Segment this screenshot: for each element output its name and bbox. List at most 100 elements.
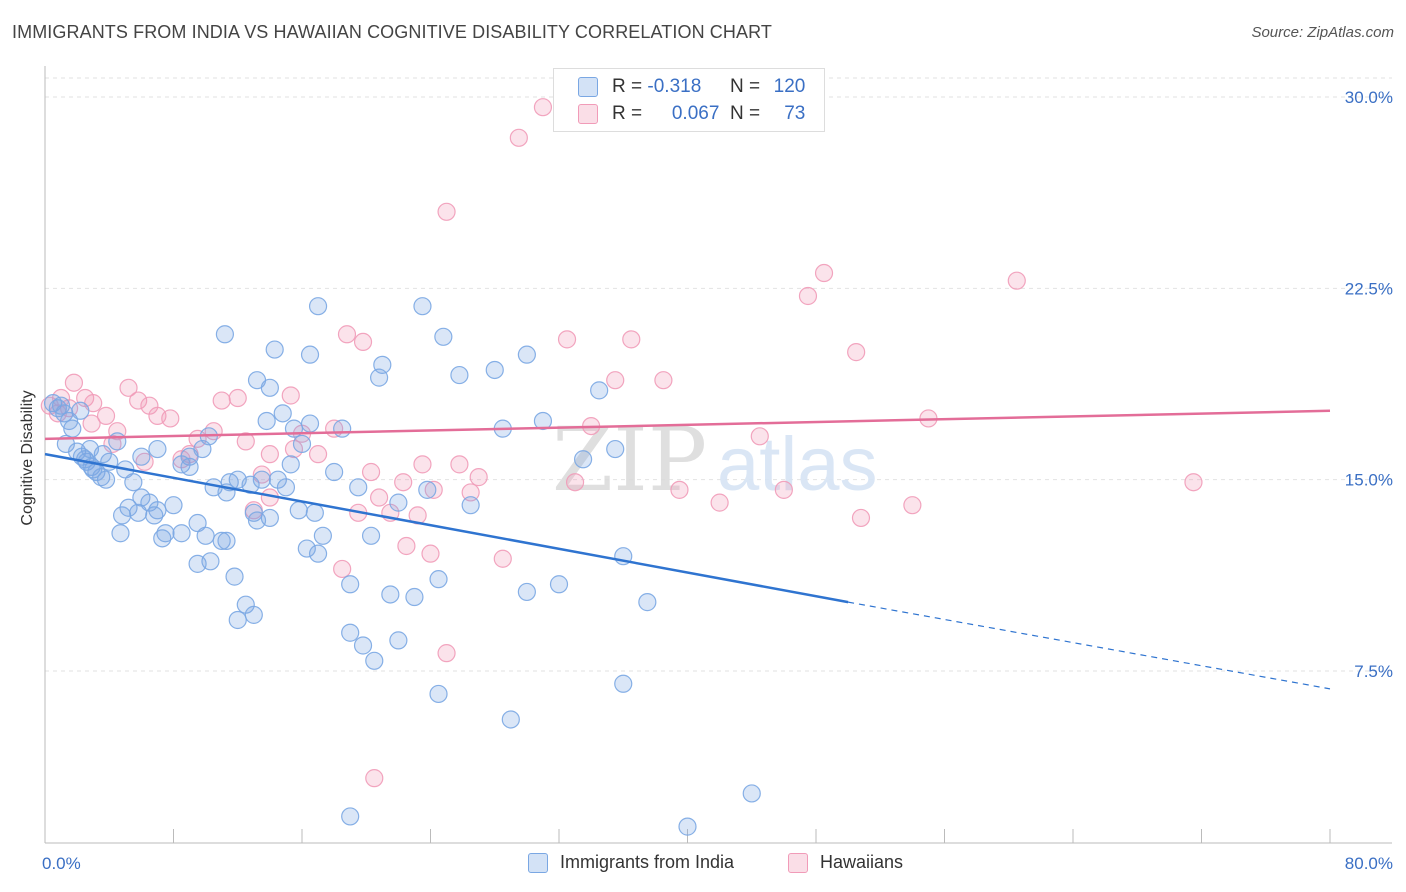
india-point-43 bbox=[252, 470, 271, 489]
india-point-57 bbox=[313, 526, 332, 545]
series-legend-swatch-india bbox=[528, 852, 548, 873]
hawaiians-point-34 bbox=[370, 488, 389, 507]
hawaiians-point-12 bbox=[82, 414, 101, 433]
hawaiians-point-39 bbox=[450, 455, 469, 474]
india-point-25 bbox=[112, 506, 132, 525]
india-point-45 bbox=[276, 478, 296, 497]
series-legend-label-india: Immigrants from India bbox=[560, 852, 735, 872]
hawaiians-point-31 bbox=[337, 325, 357, 344]
india-point-35 bbox=[153, 529, 172, 548]
hawaiians-point-38 bbox=[424, 480, 443, 499]
hawaiians-point-69 bbox=[437, 644, 456, 663]
series-hawaiians-points bbox=[40, 98, 1203, 788]
india-point-88 bbox=[573, 450, 593, 469]
series-legend-item-india[interactable]: Immigrants from India bbox=[528, 852, 734, 873]
hawaiians-point-55 bbox=[622, 330, 641, 349]
series-legend-swatch-hawaiians bbox=[788, 852, 808, 873]
india-point-52 bbox=[292, 434, 312, 454]
hawaiians-point-49 bbox=[509, 128, 528, 147]
series-legend-item-hawaiians[interactable]: Hawaiians bbox=[788, 852, 903, 873]
india-point-69 bbox=[265, 340, 284, 359]
india-point-13 bbox=[96, 470, 116, 489]
x-tick-label-1: 80.0% bbox=[1345, 854, 1393, 873]
hawaiians-point-43 bbox=[397, 536, 416, 556]
india-point-83 bbox=[389, 493, 408, 512]
india-point-89 bbox=[590, 381, 609, 400]
india-point-77 bbox=[413, 297, 432, 316]
india-point-73 bbox=[308, 297, 328, 316]
india-point-95 bbox=[429, 570, 448, 589]
india-point-94 bbox=[405, 587, 424, 607]
india-point-106 bbox=[614, 674, 633, 693]
india-point-28 bbox=[164, 496, 183, 515]
hawaiians-point-44 bbox=[421, 544, 440, 563]
y-tick-label-0: 7.5% bbox=[1354, 662, 1393, 681]
hawaiians-point-11 bbox=[161, 409, 180, 428]
india-point-100 bbox=[341, 623, 360, 642]
series-india-points bbox=[43, 297, 761, 836]
hawaiians-point-68 bbox=[1184, 473, 1203, 492]
series-legend-label-hawaiians: Hawaiians bbox=[820, 852, 904, 872]
india-point-80 bbox=[485, 360, 504, 380]
india-point-20 bbox=[124, 473, 143, 492]
india-point-70 bbox=[300, 345, 320, 364]
india-point-99 bbox=[638, 593, 657, 612]
india-point-104 bbox=[429, 684, 448, 704]
hawaiians-point-37 bbox=[413, 455, 432, 474]
india-point-74 bbox=[333, 419, 352, 438]
hawaiians-point-40 bbox=[469, 468, 488, 487]
india-point-23 bbox=[148, 501, 167, 520]
hawaiians-point-47 bbox=[333, 559, 352, 579]
hawaiians-point-29 bbox=[308, 445, 328, 464]
hawaiians-point-7 bbox=[119, 378, 138, 397]
india-point-53 bbox=[281, 455, 300, 474]
india-point-15 bbox=[108, 432, 127, 451]
india-point-110 bbox=[132, 447, 151, 466]
y-tick-label-3: 30.0% bbox=[1345, 88, 1393, 107]
hawaiians-point-63 bbox=[847, 343, 866, 362]
hawaiians-point-22 bbox=[228, 388, 247, 408]
india-point-63 bbox=[228, 610, 247, 630]
india-point-114 bbox=[80, 439, 100, 459]
india-point-79 bbox=[450, 365, 469, 385]
trend-lines bbox=[44, 409, 1331, 690]
india-point-84 bbox=[418, 480, 437, 499]
legend-n-value: 73 bbox=[784, 103, 806, 124]
india-trend-extrapolation bbox=[848, 601, 1331, 690]
hawaiians-point-24 bbox=[252, 465, 271, 484]
india-point-85 bbox=[461, 496, 480, 515]
india-point-55 bbox=[297, 539, 316, 558]
india-point-82 bbox=[349, 478, 368, 497]
india-point-54 bbox=[289, 501, 308, 520]
india-point-34 bbox=[111, 524, 130, 543]
india-point-105 bbox=[501, 710, 520, 729]
hawaiians-point-60 bbox=[774, 480, 793, 499]
hawaiians-point-58 bbox=[710, 493, 729, 512]
india-point-112 bbox=[148, 439, 167, 459]
india-point-101 bbox=[353, 636, 373, 655]
hawaiians-point-23 bbox=[236, 432, 255, 451]
x-tick-label-0: 0.0% bbox=[42, 854, 81, 873]
india-point-78 bbox=[434, 327, 453, 346]
hawaiians-point-2 bbox=[64, 373, 84, 392]
chart-title: IMMIGRANTS FROM INDIA VS HAWAIIAN COGNIT… bbox=[12, 22, 772, 42]
india-point-5 bbox=[63, 419, 82, 438]
india-point-87 bbox=[533, 411, 553, 431]
legend-n-label: N = bbox=[729, 76, 761, 97]
hawaiians-point-62 bbox=[814, 263, 834, 283]
india-point-32 bbox=[196, 526, 215, 545]
india-point-68 bbox=[215, 325, 234, 344]
india-point-102 bbox=[365, 651, 384, 670]
india-point-58 bbox=[305, 503, 324, 522]
hawaiians-point-36 bbox=[394, 473, 413, 492]
india-point-27 bbox=[145, 506, 164, 525]
india-point-81 bbox=[517, 345, 536, 364]
india-point-90 bbox=[606, 439, 625, 459]
hawaiians-point-51 bbox=[557, 330, 577, 349]
india-point-51 bbox=[300, 414, 320, 433]
hawaiians-point-41 bbox=[461, 483, 480, 502]
legend-swatch-india bbox=[578, 77, 598, 97]
india-point-116 bbox=[325, 462, 344, 482]
hawaiians-point-8 bbox=[129, 391, 148, 410]
